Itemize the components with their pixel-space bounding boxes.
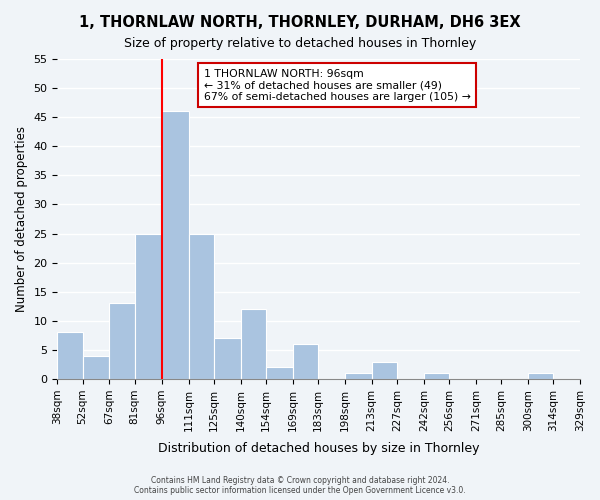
Bar (528, 373, 553, 379)
X-axis label: Distribution of detached houses by size in Thornley: Distribution of detached houses by size … (158, 442, 479, 455)
Text: Size of property relative to detached houses in Thornley: Size of property relative to detached ho… (124, 38, 476, 51)
Bar (424, 373, 449, 379)
Bar (293, 344, 318, 379)
Bar (83, 356, 109, 379)
Bar (134, 234, 161, 379)
Bar (214, 338, 241, 379)
Bar (241, 309, 266, 379)
Bar (161, 112, 188, 379)
Bar (371, 362, 397, 379)
Text: 1 THORNLAW NORTH: 96sqm
← 31% of detached houses are smaller (49)
67% of semi-de: 1 THORNLAW NORTH: 96sqm ← 31% of detache… (204, 68, 470, 102)
Bar (58, 332, 83, 379)
Bar (109, 304, 134, 379)
Text: Contains HM Land Registry data © Crown copyright and database right 2024.
Contai: Contains HM Land Registry data © Crown c… (134, 476, 466, 495)
Y-axis label: Number of detached properties: Number of detached properties (15, 126, 28, 312)
Bar (266, 368, 293, 379)
Bar (345, 373, 371, 379)
Text: 1, THORNLAW NORTH, THORNLEY, DURHAM, DH6 3EX: 1, THORNLAW NORTH, THORNLEY, DURHAM, DH6… (79, 15, 521, 30)
Bar (188, 234, 214, 379)
